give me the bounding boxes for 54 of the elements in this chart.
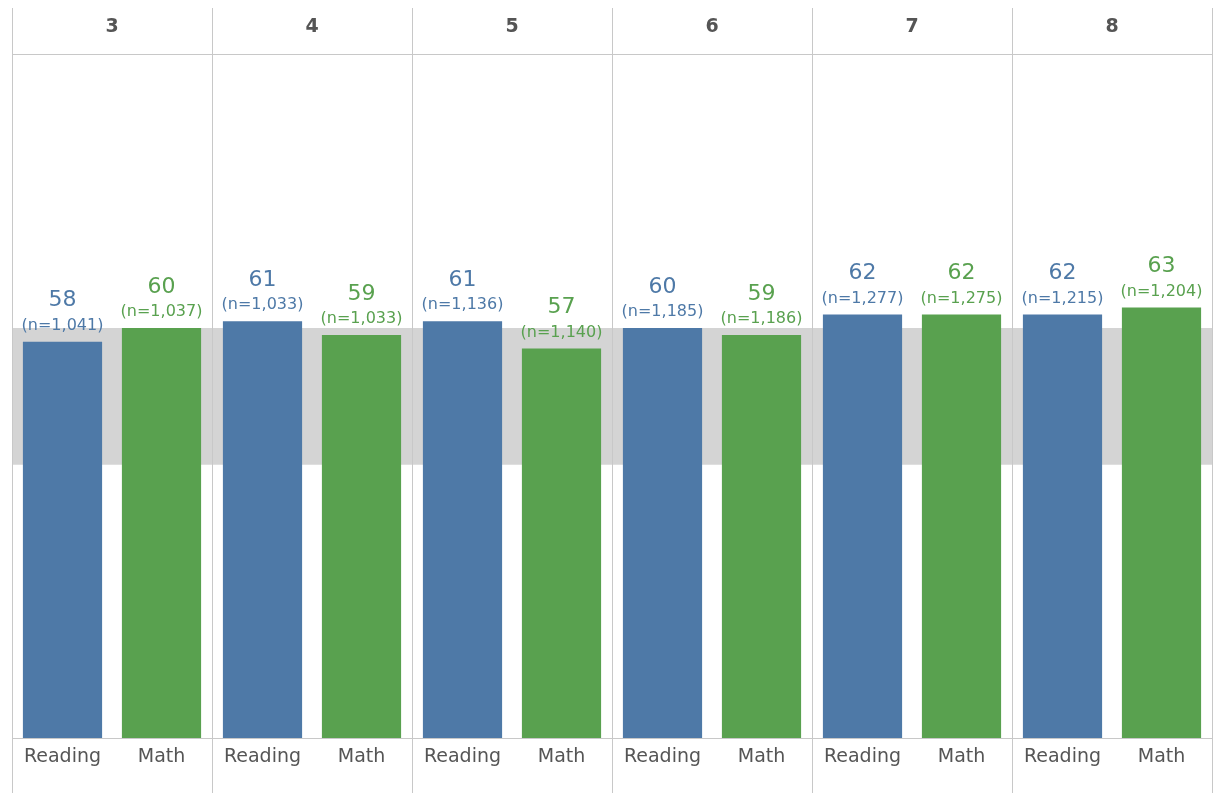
- annotation: (n=1,037): [120, 301, 203, 321]
- series-label: Math: [137, 744, 186, 767]
- data-label: 62: [1048, 259, 1077, 285]
- text: Reading: [423, 744, 502, 767]
- data-label: 60: [147, 272, 176, 298]
- annotation: (n=1,186): [720, 308, 803, 328]
- series-label: Reading: [23, 744, 102, 767]
- bar: [521, 348, 602, 738]
- data-label: 63: [1147, 252, 1176, 278]
- annotation: (n=1,041): [21, 314, 104, 334]
- annotation: (n=1,204): [1120, 280, 1203, 300]
- annotation: (n=1,275): [920, 287, 1003, 307]
- x-tick-label: 3: [105, 14, 119, 37]
- bar: [121, 328, 202, 738]
- text: Reading: [1023, 744, 1102, 767]
- data-label: 61: [248, 265, 277, 291]
- text: Math: [537, 744, 586, 767]
- x-tick-label: 7: [905, 14, 919, 37]
- x-tick-label: 6: [705, 14, 719, 37]
- annotation: (n=1,033): [320, 308, 403, 328]
- x-tick-label: 4: [305, 14, 319, 37]
- data-label: 59: [747, 279, 776, 305]
- annotation: (n=1,185): [621, 301, 704, 321]
- annotation: (n=1,136): [421, 294, 504, 314]
- data-label: 59: [347, 279, 376, 305]
- annotation: (n=1,140): [520, 321, 603, 341]
- text: Math: [337, 744, 386, 767]
- data-label: 60: [648, 272, 677, 298]
- text: Reading: [623, 744, 702, 767]
- data-label: 58: [48, 286, 77, 312]
- bar: [321, 334, 402, 738]
- bar: [1121, 307, 1202, 738]
- bar: [422, 321, 503, 738]
- text: Math: [937, 744, 986, 767]
- x-tick-label: 8: [1105, 14, 1119, 37]
- text: Math: [737, 744, 786, 767]
- annotation: (n=1,277): [821, 287, 904, 307]
- data-label: 62: [947, 259, 976, 285]
- annotation: (n=1,215): [1021, 287, 1104, 307]
- text: Math: [1137, 744, 1186, 767]
- bar: [222, 321, 303, 738]
- text: Reading: [223, 744, 302, 767]
- bar: [22, 341, 103, 738]
- bar: [822, 314, 903, 738]
- data-label: 57: [547, 293, 576, 319]
- x-tick-label: 5: [505, 14, 519, 37]
- bar: [921, 314, 1002, 738]
- data-label: 61: [448, 265, 477, 291]
- annotation: (n=1,033): [221, 294, 304, 314]
- bar: [622, 328, 703, 738]
- text: Reading: [823, 744, 902, 767]
- bar: [1022, 314, 1103, 738]
- bar: [721, 334, 802, 738]
- data-label: 62: [848, 259, 877, 285]
